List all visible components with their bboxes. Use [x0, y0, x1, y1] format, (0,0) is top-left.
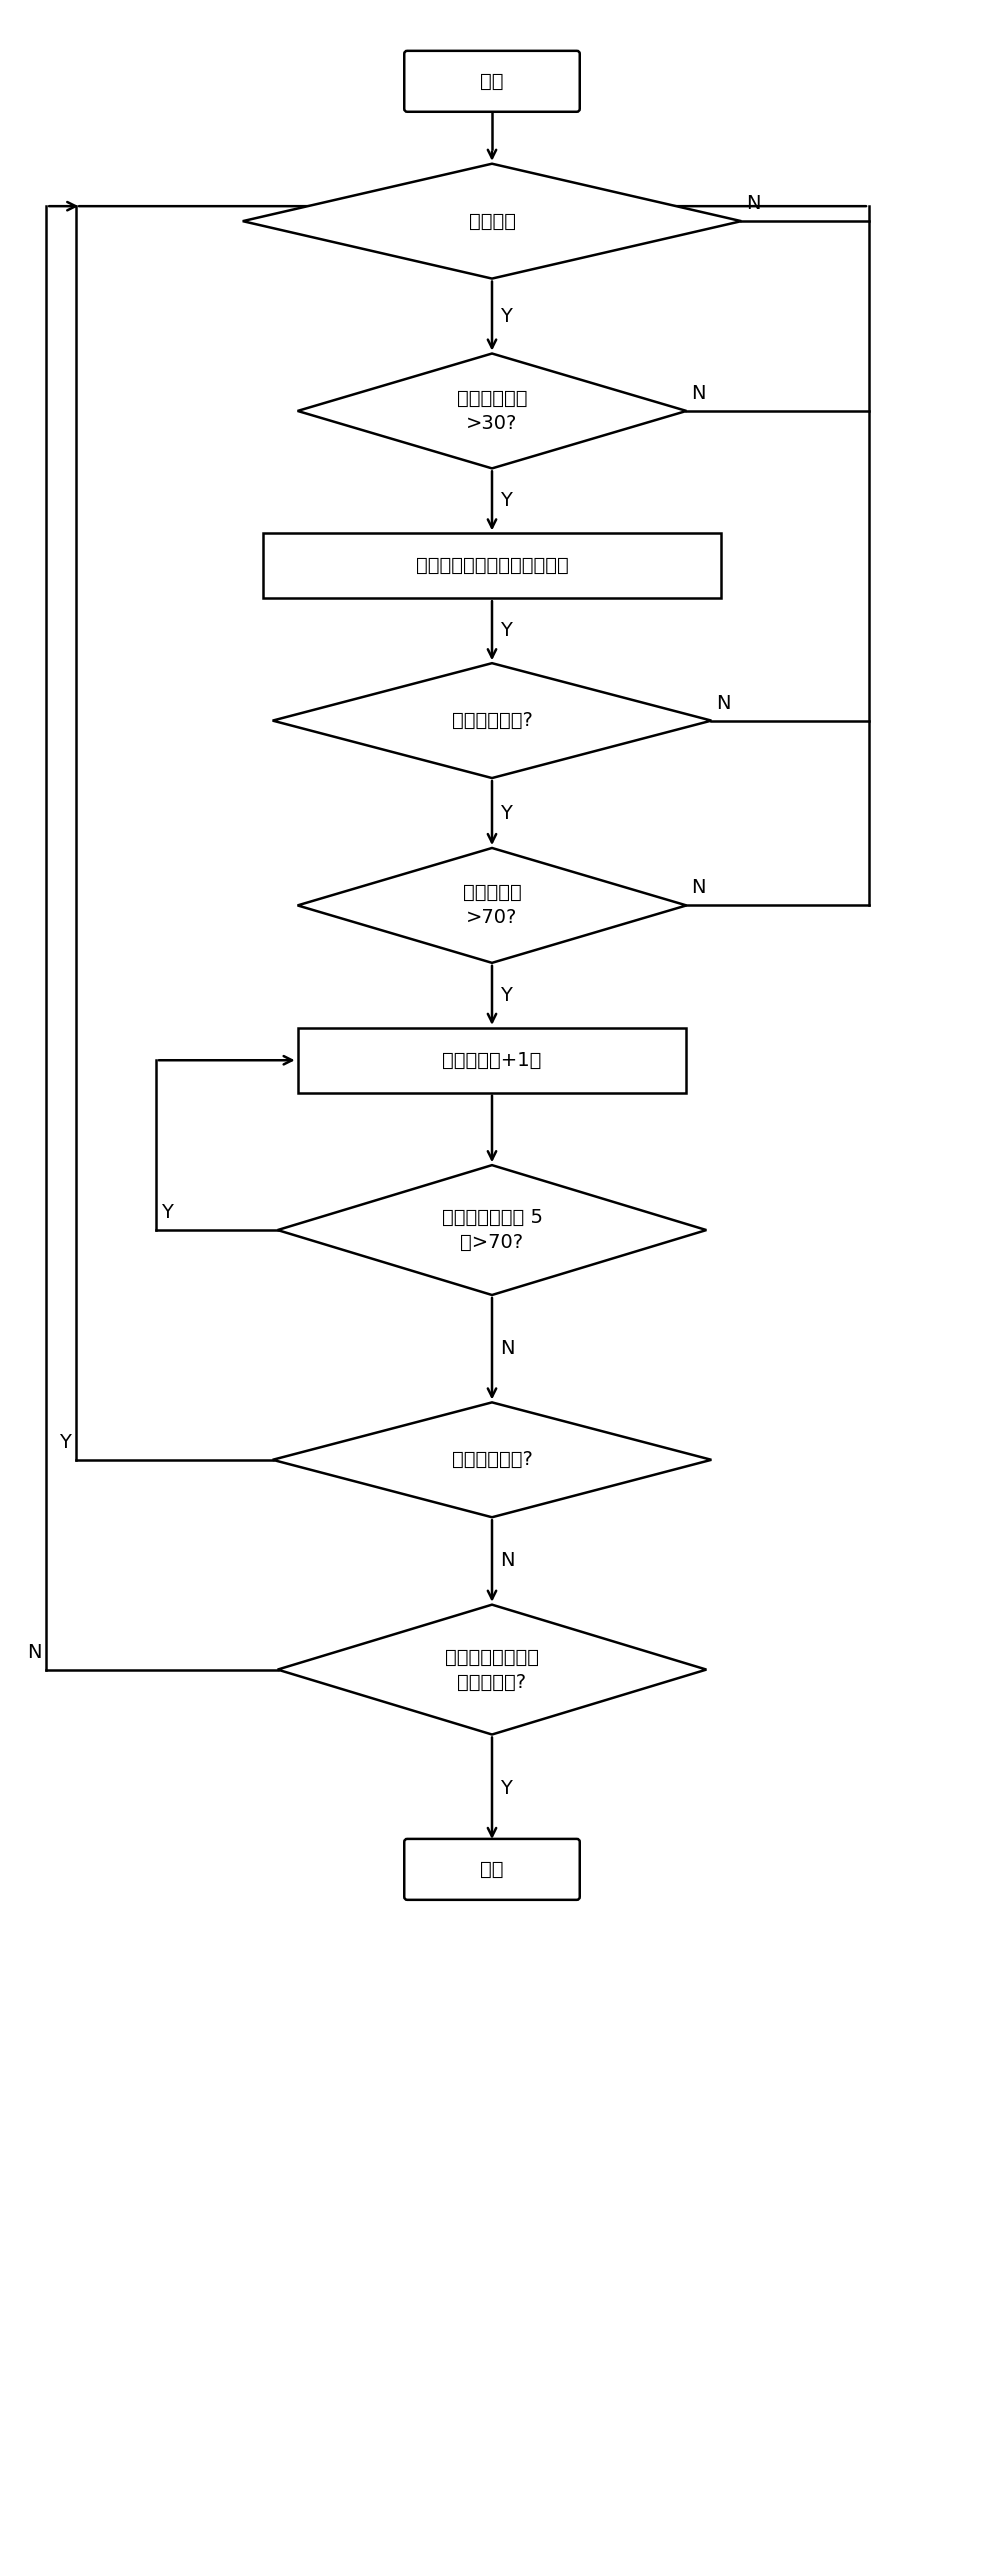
- Text: 在界面上显示关注度和放松度: 在界面上显示关注度和放松度: [415, 556, 569, 576]
- Text: Y: Y: [500, 985, 512, 1006]
- Polygon shape: [273, 1402, 711, 1518]
- Text: Y: Y: [500, 306, 512, 327]
- Text: Y: Y: [59, 1433, 71, 1451]
- Text: 有效数据: 有效数据: [468, 211, 516, 232]
- Polygon shape: [277, 1606, 707, 1734]
- Polygon shape: [297, 353, 687, 468]
- Text: N: N: [500, 1552, 515, 1570]
- Polygon shape: [277, 1166, 707, 1294]
- Text: Y: Y: [500, 803, 512, 823]
- FancyBboxPatch shape: [404, 51, 580, 111]
- Text: 开始: 开始: [480, 72, 504, 90]
- Text: 收到用户终止或退
出程序信号?: 收到用户终止或退 出程序信号?: [445, 1647, 539, 1690]
- Text: 收到眨眼信号?: 收到眨眼信号?: [452, 1451, 532, 1469]
- Text: N: N: [500, 1338, 515, 1359]
- Polygon shape: [273, 664, 711, 777]
- Text: N: N: [27, 1642, 41, 1662]
- Text: 无线信号强度
>30?: 无线信号强度 >30?: [457, 389, 527, 432]
- Text: N: N: [692, 877, 706, 898]
- Text: N: N: [716, 695, 731, 713]
- Text: Y: Y: [500, 491, 512, 509]
- FancyBboxPatch shape: [404, 1840, 580, 1899]
- Text: Y: Y: [161, 1204, 173, 1222]
- Polygon shape: [297, 849, 687, 962]
- Text: 收到眨眼信号?: 收到眨眼信号?: [452, 710, 532, 731]
- Text: 切换频道（+1）: 切换频道（+1）: [443, 1050, 541, 1070]
- Text: N: N: [746, 193, 761, 214]
- Text: N: N: [692, 383, 706, 404]
- Polygon shape: [243, 165, 741, 278]
- Text: Y: Y: [500, 620, 512, 641]
- Bar: [263, 533, 721, 600]
- Text: Y: Y: [500, 1778, 512, 1799]
- Text: 平均关注度
>70?: 平均关注度 >70?: [462, 883, 522, 926]
- Bar: [297, 1027, 687, 1094]
- Text: 平均关注度持续 5
秒>70?: 平均关注度持续 5 秒>70?: [442, 1209, 542, 1253]
- Text: 结束: 结束: [480, 1860, 504, 1878]
